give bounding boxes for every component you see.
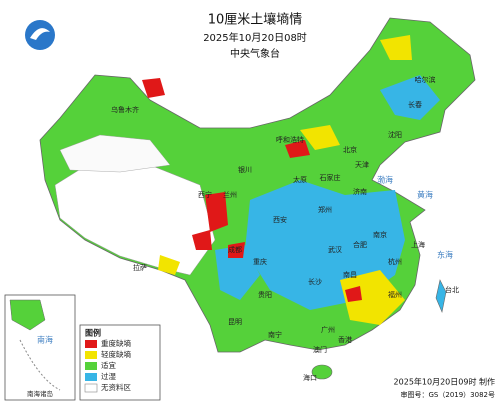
sea-label: 黄海 — [417, 190, 433, 200]
severe-dry-area — [205, 192, 228, 232]
severe-dry-area — [228, 242, 245, 258]
city-label: 香港 — [338, 335, 352, 344]
legend-swatch — [85, 351, 97, 359]
severe-dry-area — [345, 286, 362, 302]
title: 10厘米土壤墒情 — [208, 12, 303, 28]
no-data-area — [59, 134, 171, 173]
city-label: 重庆 — [253, 257, 267, 266]
city-label: 南宁 — [268, 330, 282, 339]
agency: 中央气象台 — [230, 47, 280, 60]
city-label: 贵阳 — [258, 290, 272, 299]
city-label: 杭州 — [388, 257, 402, 266]
legend-swatch — [85, 373, 97, 381]
city-label: 澳门 — [313, 345, 327, 354]
city-label: 长春 — [408, 100, 422, 109]
sea-label: 东海 — [437, 250, 453, 260]
dry-area — [300, 125, 340, 150]
legend-title: 图例 — [85, 328, 101, 338]
city-label: 郑州 — [318, 206, 332, 214]
city-label: 乌鲁木齐 — [111, 105, 139, 114]
city-label: 成都 — [228, 245, 242, 254]
logo — [25, 20, 55, 50]
city-label: 南京 — [373, 230, 387, 239]
china-map — [39, 17, 476, 380]
severe-dry-area — [192, 230, 212, 250]
city-label: 兰州 — [223, 190, 237, 199]
footer-made: 2025年10月20日09时 制作 — [394, 377, 495, 387]
city-label: 广州 — [321, 325, 335, 334]
city-label: 西宁 — [198, 190, 212, 199]
wet-area — [380, 75, 440, 120]
city-label: 沈阳 — [388, 130, 402, 139]
hainan — [311, 364, 333, 380]
city-label: 合肥 — [353, 240, 367, 249]
legend-swatch — [85, 362, 97, 370]
sea-label: 南海 — [37, 335, 53, 345]
legend: 图例 — [79, 324, 161, 401]
legend-swatch — [85, 340, 97, 348]
taiwan — [435, 279, 447, 314]
city-label: 石家庄 — [320, 173, 341, 182]
wet-area — [215, 245, 260, 300]
city-label: 拉萨 — [133, 263, 147, 272]
sea-label: 渤海 — [377, 175, 393, 185]
inset-land — [9, 299, 46, 331]
legend-label: 重度缺墒 — [101, 338, 131, 348]
inset-border — [19, 339, 61, 391]
city-label: 长沙 — [308, 277, 322, 286]
logo-mark — [30, 28, 50, 40]
legend-label: 无资料区 — [101, 382, 131, 392]
city-label: 昆明 — [228, 318, 242, 326]
legend-label: 适宜 — [101, 360, 116, 370]
city-label: 太原 — [293, 175, 307, 184]
city-label: 呼和浩特 — [276, 135, 304, 144]
city-label: 武汉 — [328, 245, 342, 254]
dry-area — [158, 255, 180, 275]
time: 2025年10月20日08时 — [203, 31, 307, 44]
legend-swatch — [84, 383, 98, 393]
city-label: 银川 — [238, 165, 252, 174]
inset-map: 南海诸岛 — [4, 294, 76, 401]
city-label: 哈尔滨 — [415, 75, 436, 84]
city-label: 南昌 — [343, 270, 357, 279]
dry-area — [340, 270, 405, 325]
city-label: 天津 — [355, 161, 369, 169]
inset-label: 南海诸岛 — [27, 389, 53, 398]
city-label: 西安 — [273, 215, 287, 224]
city-label: 北京 — [343, 145, 357, 154]
city-label: 海口 — [303, 373, 317, 382]
legend-label: 过湿 — [101, 371, 116, 381]
city-label: 济南 — [353, 187, 367, 196]
footer-approval: 审图号：GS（2019）3082号 — [401, 390, 496, 399]
severe-dry-area — [285, 140, 310, 158]
severe-dry-area — [142, 78, 165, 98]
dry-area — [380, 35, 412, 60]
city-label: 福州 — [388, 290, 402, 299]
city-label: 台北 — [445, 285, 459, 294]
legend-label: 轻度缺墒 — [101, 349, 131, 359]
city-label: 上海 — [411, 240, 425, 249]
